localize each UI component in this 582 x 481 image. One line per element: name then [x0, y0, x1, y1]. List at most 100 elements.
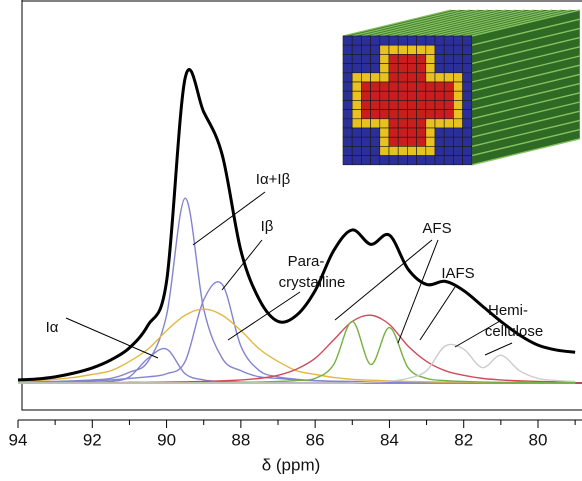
crystal-cell: [434, 136, 445, 147]
crystal-cell: [425, 81, 436, 92]
crystal-cell: [453, 155, 463, 166]
crystal-cell: [425, 100, 436, 110]
peak-label: AFS: [422, 220, 451, 237]
crystal-cell: [370, 146, 381, 156]
crystal-cell: [351, 100, 362, 110]
crystal-cell: [388, 63, 399, 74]
peak-label: IAFS: [441, 265, 474, 282]
crystal-cell: [416, 44, 427, 55]
crystal-cell: [462, 72, 473, 83]
crystal-cell: [443, 136, 454, 147]
crystal-cell: [388, 44, 399, 55]
crystal-rod-edge: [361, 9, 470, 37]
crystal-cell: [388, 54, 399, 64]
peak-line: [17, 308, 576, 384]
crystal-cell: [397, 155, 408, 166]
crystal-rod-edge: [471, 128, 580, 157]
crystal-cell: [370, 155, 381, 166]
crystal-cell: [416, 118, 427, 129]
crystal-cell: [379, 100, 390, 110]
crystal-cell: [453, 54, 463, 64]
crystal-cell: [351, 44, 362, 55]
crystal-cell: [370, 90, 381, 101]
crystal-cell: [443, 100, 454, 110]
crystal-cell: [434, 127, 445, 138]
crystal-rod-edge: [471, 64, 580, 92]
crystal-cell: [397, 44, 408, 55]
crystal-cell: [342, 136, 353, 147]
crystal-rod-edge: [398, 9, 507, 37]
crystal-cell: [379, 127, 390, 138]
crystal-cell: [425, 109, 436, 120]
crystal-cell: [397, 90, 408, 101]
crystal-cell: [388, 136, 399, 147]
crystal-cell: [361, 127, 371, 138]
crystal-cell: [443, 109, 454, 120]
crystal-rod-edge: [425, 9, 534, 37]
crystal-cell: [462, 63, 473, 74]
crystal-cell: [453, 118, 463, 129]
crystal-cell: [443, 44, 454, 55]
crystal-cell: [434, 54, 445, 64]
crystal-cell: [370, 127, 381, 138]
crystal-cell: [416, 146, 427, 156]
crystal-cell: [416, 54, 427, 64]
crystal-cell: [361, 155, 371, 166]
crystal-cell: [453, 35, 463, 46]
peak-label: cellulose: [485, 323, 543, 340]
spectrum-line: [17, 68, 576, 382]
crystal-rod-edge: [471, 9, 580, 37]
crystal-cell: [351, 63, 362, 74]
crystal-cell: [397, 63, 408, 74]
crystal-rod-edge: [471, 82, 580, 111]
crystal-cell: [370, 109, 381, 120]
crystal-cell: [388, 109, 399, 120]
crystal-cell: [379, 63, 390, 74]
crystal-rod-edge: [471, 110, 580, 138]
crystal-cell: [407, 63, 417, 74]
crystal-cell: [342, 72, 353, 83]
crystal-cell: [370, 72, 381, 83]
crystal-cell: [342, 100, 353, 110]
crystal-cell: [443, 63, 454, 74]
crystal-cell: [407, 146, 417, 156]
crystal-cell: [370, 81, 381, 92]
crystal-cell: [416, 127, 427, 138]
crystal-cell: [462, 35, 473, 46]
crystal-cell: [407, 44, 417, 55]
crystal-rod-edge: [342, 9, 452, 37]
crystal-cell: [416, 109, 427, 120]
crystal-cell: [361, 136, 371, 147]
crystal-cell: [407, 72, 417, 83]
crystal-cell: [453, 109, 463, 120]
crystal-cell: [462, 146, 473, 156]
crystal-cell: [434, 63, 445, 74]
crystal-cell: [416, 35, 427, 46]
crystal-cell: [379, 146, 390, 156]
crystal-cell: [351, 54, 362, 64]
crystal-cell: [388, 72, 399, 83]
crystal-rod-edge: [471, 101, 580, 129]
crystal-cell: [388, 35, 399, 46]
crystal-cell: [342, 44, 353, 55]
crystal-rod-edge: [434, 9, 544, 37]
crystal-cell: [407, 100, 417, 110]
crystal-cell: [453, 44, 463, 55]
crystal-cell: [443, 35, 454, 46]
crystal-cell: [425, 72, 436, 83]
crystal-cell: [361, 146, 371, 156]
x-tick-label: 80: [529, 430, 548, 449]
crystal-inset: [342, 9, 580, 166]
crystal-cell: [388, 146, 399, 156]
x-tick-label: 94: [9, 430, 28, 449]
crystal-cell: [416, 136, 427, 147]
crystal-cell: [443, 118, 454, 129]
crystal-cell: [351, 35, 362, 46]
crystal-cell: [397, 72, 408, 83]
peak-label: Iβ: [261, 218, 274, 235]
crystal-cell: [342, 90, 353, 101]
crystal-cell: [443, 72, 454, 83]
crystal-rod-edge: [471, 46, 580, 74]
